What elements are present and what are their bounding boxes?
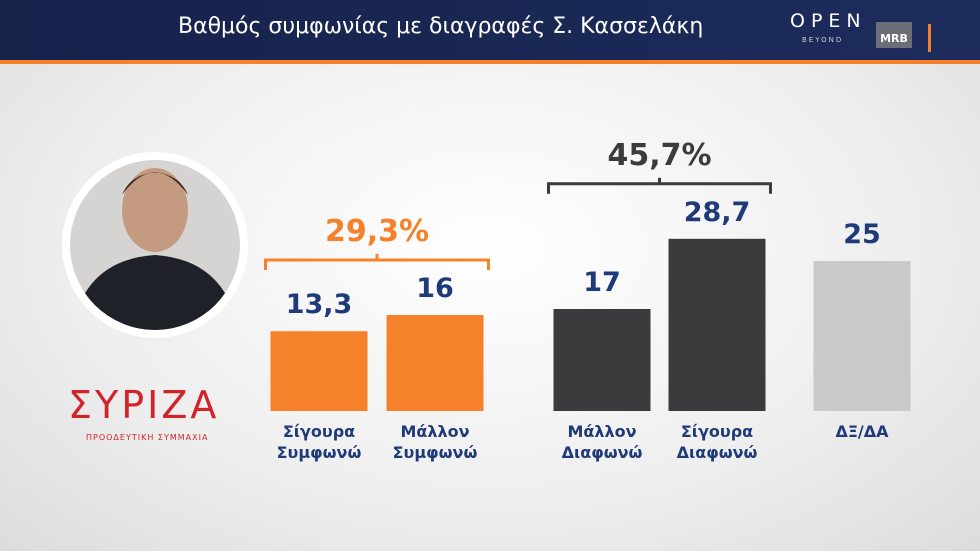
header-bar: Βαθμός συμφωνίας με διαγραφές Σ. Κασσελά… [0,0,980,64]
category-label: Μάλλον Διαφωνώ [561,422,643,462]
value-label: 28,7 [683,196,751,228]
bar [386,315,484,411]
value-label: 25 [843,219,881,250]
value-label: 17 [583,267,621,298]
value-label: 13,3 [285,289,353,321]
party-subtitle: ΠΡΟΟΔΕΥΤΙΚΗ ΣΥΜΜΑΧΙΑ [86,433,209,442]
bar [668,238,766,411]
divider [928,24,931,52]
group-total: 29,3% [324,214,430,249]
bar [270,331,368,411]
category-label: Σίγουρα Διαφωνώ [676,422,758,462]
category-label: Μάλλον Συμφωνώ [392,422,478,462]
bar [553,309,651,411]
bracket [547,177,772,194]
category-label: ΔΞ/ΔΑ [835,422,889,441]
bracket [264,254,490,270]
header-title: Βαθμός συμφωνίας με διαγραφές Σ. Κασσελά… [178,14,704,39]
pollster-logo: MRB [876,22,912,48]
category-label: Σίγουρα Συμφωνώ [276,422,362,462]
party-logo: ΣΥΡΙΖΑ [68,383,220,427]
bar [813,261,911,411]
brand-logo: OPEN [790,10,867,32]
brand-sub: BEYOND [802,36,844,44]
group-total: 45,7% [607,137,712,173]
photo [62,152,248,338]
value-label: 16 [416,273,454,304]
